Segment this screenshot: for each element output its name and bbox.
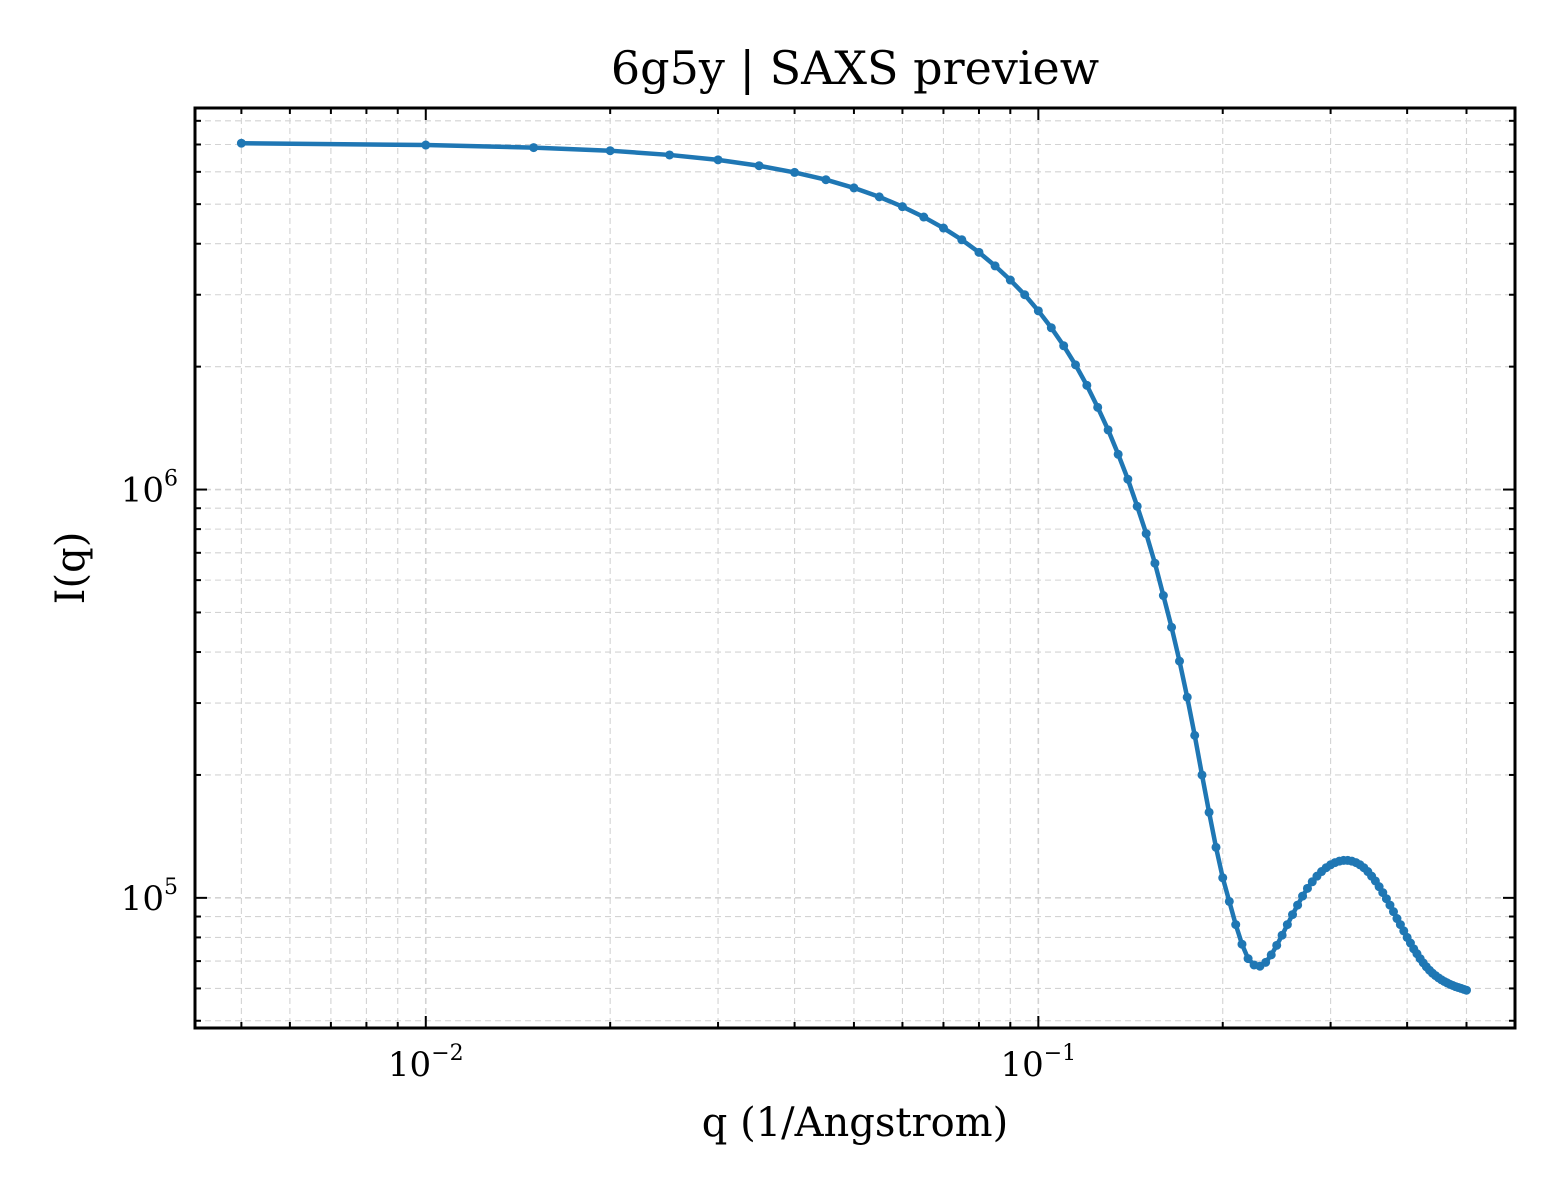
data-point <box>1272 940 1282 950</box>
data-point <box>1033 306 1043 316</box>
data-point <box>1150 558 1160 568</box>
data-point <box>919 212 929 222</box>
data-point <box>1123 474 1133 484</box>
data-point <box>874 192 884 202</box>
y-axis-label: I(q) <box>48 532 94 605</box>
data-point <box>990 261 1000 271</box>
data-point <box>1132 501 1142 511</box>
data-point <box>1046 323 1056 333</box>
data-point <box>1071 360 1081 370</box>
data-point <box>529 143 539 153</box>
data-point <box>1302 883 1312 893</box>
chart-title: 6g5y | SAXS preview <box>611 41 1099 95</box>
data-point <box>1190 730 1200 740</box>
data-point <box>1385 900 1395 910</box>
data-point <box>1237 939 1247 949</box>
data-point <box>1113 449 1123 459</box>
data-point <box>1266 950 1276 960</box>
data-point <box>1277 930 1287 940</box>
x-tick-label: 10−2 <box>388 1041 464 1085</box>
x-axis-label: q (1/Angstrom) <box>702 1100 1008 1146</box>
data-point <box>1204 807 1214 817</box>
data-point <box>1211 842 1221 852</box>
tick-labels: 10−2 10−1 105 106 <box>121 467 1076 1085</box>
data-point <box>421 140 431 150</box>
data-point <box>1197 770 1207 780</box>
data-point <box>1141 529 1151 539</box>
data-point <box>1158 591 1168 601</box>
data-point <box>938 223 948 233</box>
data-point <box>849 183 859 193</box>
data-point <box>1462 985 1471 995</box>
data-point <box>1082 380 1092 390</box>
data-point <box>1298 891 1308 901</box>
data-point <box>957 235 967 245</box>
data-point <box>1182 692 1192 702</box>
y-tick-label: 105 <box>121 875 178 919</box>
data-point <box>1059 341 1069 351</box>
data-point <box>754 161 764 171</box>
x-tick-label: 10−1 <box>1000 1041 1076 1085</box>
data-point <box>897 202 907 212</box>
data-point <box>1261 957 1271 967</box>
data-point <box>1167 622 1177 632</box>
data-point <box>821 175 831 185</box>
data-point <box>1218 873 1228 883</box>
data-point <box>790 167 800 177</box>
data-point <box>1288 910 1298 920</box>
data-point <box>1388 907 1398 917</box>
data-point <box>1243 954 1253 964</box>
data-point <box>1020 290 1030 300</box>
data-point <box>1093 402 1103 412</box>
data-point <box>1293 900 1303 910</box>
data-series <box>236 138 1471 995</box>
data-point <box>1224 896 1234 906</box>
data-point <box>236 138 246 148</box>
data-point <box>1282 920 1292 930</box>
data-point <box>605 146 615 156</box>
data-point <box>974 247 984 257</box>
data-point <box>1231 920 1241 930</box>
data-point <box>665 150 675 160</box>
plot-frame <box>193 106 1517 1030</box>
data-point <box>1103 425 1113 435</box>
data-point <box>713 155 723 165</box>
data-point <box>1175 656 1184 666</box>
data-point <box>1005 275 1015 285</box>
y-tick-label: 106 <box>121 467 178 511</box>
